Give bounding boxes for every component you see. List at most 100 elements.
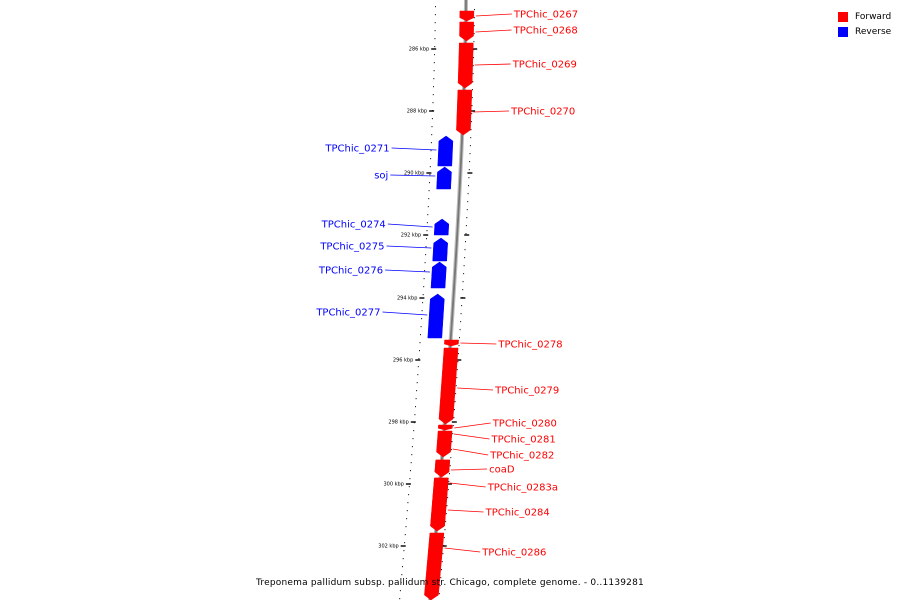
minor-tick xyxy=(411,454,413,456)
gene-label-TPChic_0284[interactable]: TPChic_0284 xyxy=(485,508,550,519)
gene-label-TPChic_0280[interactable]: TPChic_0280 xyxy=(492,419,557,430)
tick-label: 290 kbp xyxy=(404,171,424,177)
gene-TPChic_0279[interactable] xyxy=(438,347,459,425)
tick-label: 296 kbp xyxy=(393,358,413,364)
major-tick xyxy=(472,48,478,50)
gene-TPChic_0276[interactable] xyxy=(430,261,447,289)
label-connector xyxy=(449,482,486,488)
minor-tick xyxy=(452,425,454,427)
minor-tick xyxy=(470,137,472,139)
legend-forward-label: Forward xyxy=(855,11,892,22)
legend-forward[interactable]: Forward xyxy=(838,9,891,24)
gene-TPChic_0268[interactable] xyxy=(459,21,474,42)
minor-tick xyxy=(463,273,465,275)
label-connector xyxy=(473,110,510,113)
minor-tick xyxy=(472,65,474,67)
gene-coaD[interactable] xyxy=(434,459,451,478)
gene-TPChic_0270[interactable] xyxy=(456,89,473,136)
major-tick xyxy=(410,421,416,423)
minor-tick xyxy=(473,17,475,19)
minor-tick xyxy=(401,574,403,576)
gene-soj[interactable] xyxy=(436,166,452,190)
minor-tick xyxy=(408,486,410,488)
gene-TPChic_0280[interactable] xyxy=(438,424,453,431)
minor-tick xyxy=(471,113,473,115)
gene-label-TPChic_0281[interactable]: TPChic_0281 xyxy=(491,435,556,446)
gene-TPChic_0267[interactable] xyxy=(459,10,475,22)
minor-tick xyxy=(428,198,430,200)
minor-tick xyxy=(419,350,420,352)
minor-tick xyxy=(421,310,423,312)
gene-label-TPChic_0269[interactable]: TPChic_0269 xyxy=(512,60,577,71)
major-tick xyxy=(460,297,466,299)
gene-label-TPChic_0275[interactable]: TPChic_0275 xyxy=(319,242,384,253)
minor-tick xyxy=(461,305,463,307)
gene-TPChic_0269[interactable] xyxy=(457,42,474,89)
label-connector xyxy=(447,509,484,513)
gene-labels: TPChic_0267 TPChic_0268 TPChic_0269 TPChic_… xyxy=(315,10,578,559)
minor-tick xyxy=(469,145,471,147)
gene-label-TPChic_0274[interactable]: TPChic_0274 xyxy=(321,220,386,231)
label-connector xyxy=(390,174,436,177)
gene-TPChic_0278[interactable] xyxy=(444,339,459,347)
minor-tick xyxy=(426,222,428,224)
major-tick xyxy=(400,545,406,547)
legend-reverse[interactable]: Reverse xyxy=(838,24,891,39)
minor-tick xyxy=(433,78,435,80)
minor-tick xyxy=(465,225,467,227)
minor-tick xyxy=(453,417,455,419)
minor-tick xyxy=(408,494,410,496)
gene-label-TPChic_0283a[interactable]: TPChic_0283a xyxy=(487,483,558,494)
gene-TPChic_0277[interactable] xyxy=(427,293,445,339)
minor-tick xyxy=(424,262,426,264)
minor-tick xyxy=(455,385,457,387)
minor-tick xyxy=(449,465,451,467)
minor-tick xyxy=(450,457,452,459)
minor-tick xyxy=(473,41,475,43)
minor-tick xyxy=(409,478,411,480)
gene-TPChic_0286[interactable] xyxy=(424,532,445,600)
minor-tick xyxy=(405,526,407,528)
label-connector xyxy=(386,245,432,249)
minor-tick xyxy=(466,217,468,219)
gene-TPChic_0274[interactable] xyxy=(433,218,450,236)
minor-tick xyxy=(454,401,456,403)
minor-tick xyxy=(469,161,471,163)
gene-label-TPChic_0270[interactable]: TPChic_0270 xyxy=(510,107,575,118)
minor-tick xyxy=(417,374,419,376)
minor-tick xyxy=(426,238,427,240)
gene-label-TPChic_0271[interactable]: TPChic_0271 xyxy=(324,144,389,155)
gene-label-TPChic_0276[interactable]: TPChic_0276 xyxy=(318,266,383,277)
minor-tick xyxy=(431,134,433,136)
gene-label-TPChic_0267[interactable]: TPChic_0267 xyxy=(513,10,578,21)
legend: Forward Reverse xyxy=(838,9,891,39)
minor-tick xyxy=(441,561,443,563)
minor-tick xyxy=(464,257,466,259)
major-tick xyxy=(415,359,421,361)
minor-tick xyxy=(433,86,434,88)
minor-tick xyxy=(445,513,447,515)
minor-tick xyxy=(413,430,415,432)
gene-label-TPChic_0277[interactable]: TPChic_0277 xyxy=(315,308,380,319)
label-connector xyxy=(475,29,512,33)
gene-TPChic_0275[interactable] xyxy=(432,237,448,262)
minor-tick xyxy=(435,6,436,8)
gene-label-TPChic_0282[interactable]: TPChic_0282 xyxy=(489,451,554,462)
minor-tick xyxy=(410,462,412,464)
minor-tick xyxy=(410,470,411,472)
gene-label-TPChic_0278[interactable]: TPChic_0278 xyxy=(497,340,562,351)
minor-tick xyxy=(430,150,432,152)
gene-TPChic_0281[interactable] xyxy=(436,430,453,458)
label-connector xyxy=(460,342,497,345)
gene-label-coaD[interactable]: coaD xyxy=(489,465,515,476)
gene-label-soj[interactable]: soj xyxy=(374,171,388,182)
gene-label-TPChic_0279[interactable]: TPChic_0279 xyxy=(494,386,559,397)
minor-tick xyxy=(465,241,466,243)
gene-TPChic_0271[interactable] xyxy=(437,135,454,167)
gene-label-TPChic_0286[interactable]: TPChic_0286 xyxy=(481,548,546,559)
gene-label-TPChic_0268[interactable]: TPChic_0268 xyxy=(513,26,578,37)
gene-TPChic_0284[interactable] xyxy=(430,477,449,532)
major-tick xyxy=(467,172,473,174)
minor-tick xyxy=(419,342,421,344)
